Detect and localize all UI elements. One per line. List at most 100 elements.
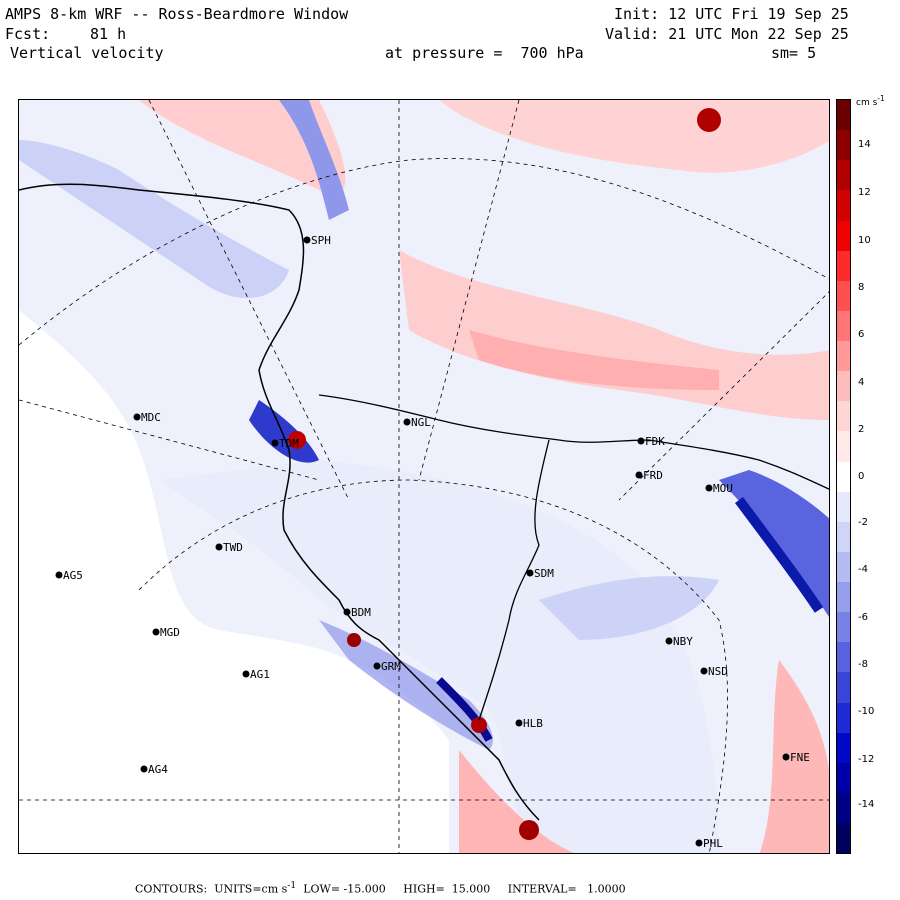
station-dot: [55, 571, 63, 579]
station-label: MOU: [713, 482, 733, 495]
colorbar-tick-label: 2: [858, 424, 865, 435]
strong-upward-spot: [519, 820, 539, 840]
station-label: MDC: [141, 411, 161, 424]
low-value: LOW= -15.000: [303, 882, 386, 896]
colorbar-cell: [837, 551, 850, 582]
colorbar-tick-label: -12: [858, 754, 875, 765]
station-label: SDM: [534, 567, 554, 580]
colorbar-cell: [837, 220, 850, 251]
contour-info: CONTOURS: UNITS=cm s-1 LOW= -15.000 HIGH…: [135, 880, 626, 896]
station-label: BDM: [351, 606, 371, 619]
negative-velocity-patch: [734, 497, 824, 613]
negative-velocity-patch: [539, 576, 719, 640]
station-label: AG5: [63, 569, 83, 582]
colorbar-cell: [837, 521, 850, 552]
colorbar-cell: [837, 792, 850, 823]
station-label: TWD: [223, 541, 243, 554]
forecast-label: Fcst:: [5, 25, 51, 43]
colorbar-cell: [837, 491, 850, 522]
positive-velocity-band: [459, 750, 575, 853]
pressure-level: at pressure = 700 hPa: [385, 44, 584, 62]
station-label: NSD: [708, 665, 728, 678]
colorbar-tick-label: -6: [858, 612, 868, 623]
positive-velocity-band: [469, 330, 719, 390]
colorbar-tick-label: 4: [858, 377, 865, 388]
colorbar-tick-label: 14: [858, 139, 871, 150]
positive-velocity-band: [759, 660, 829, 853]
station-dot: [700, 667, 708, 675]
station-dot: [695, 839, 703, 847]
init-time: Init: 12 UTC Fri 19 Sep 25: [614, 5, 849, 23]
station-dot: [242, 670, 250, 678]
station-label: GRM: [381, 660, 401, 673]
colorbar-unit: cm s-1: [856, 94, 885, 108]
station-dot: [343, 608, 351, 616]
colorbar-cell: [837, 642, 850, 673]
station-label: MGD: [160, 626, 180, 639]
plateau-region: [159, 460, 719, 853]
station-label: AG4: [148, 763, 168, 776]
station-dot: [635, 471, 643, 479]
colorbar-tick-label: 0: [858, 471, 865, 482]
colorbar-cell: [837, 702, 850, 733]
station-label: FRD: [643, 469, 663, 482]
station-label: AG1: [250, 668, 270, 681]
colorbar-cell: [837, 160, 850, 191]
colorbar-tick-label: -14: [858, 799, 875, 810]
colorbar-cell: [837, 582, 850, 613]
strong-upward-spot: [471, 717, 487, 733]
station-label: NBY: [673, 635, 693, 648]
colorbar-tick-label: 12: [858, 187, 871, 198]
colorbar-cell: [837, 762, 850, 793]
colorbar: [836, 99, 851, 854]
interval-value: INTERVAL= 1.0000: [507, 882, 626, 896]
colorbar-tick-label: 8: [858, 282, 865, 293]
station-dot: [515, 719, 523, 727]
station-dot: [665, 637, 673, 645]
station-label: PHL: [703, 837, 723, 850]
grounding-line: [478, 439, 550, 721]
station-dot: [637, 437, 645, 445]
station-dot: [215, 543, 223, 551]
station-dot: [782, 753, 790, 761]
strong-upward-spot: [697, 108, 721, 132]
station-dot: [303, 236, 311, 244]
contours-label: CONTOURS:: [135, 882, 208, 896]
station-label: TDM: [279, 437, 299, 450]
negative-velocity-patch: [19, 140, 289, 299]
high-value: HIGH= 15.000: [403, 882, 491, 896]
positive-velocity-band: [399, 250, 829, 420]
map-panel: SPH MDC NGL FDK TDM FRD MOU TWD AG5 SDM BDM MGD NBY G…: [18, 99, 830, 854]
station-dot: [140, 765, 148, 773]
units-label: UNITS=cm s: [214, 882, 288, 896]
negative-velocity-patch: [319, 620, 493, 750]
colorbar-cell: [837, 431, 850, 462]
coastline: [19, 183, 540, 821]
colorbar-tick-label: 6: [858, 329, 865, 340]
colorbar-cell: [837, 732, 850, 763]
colorbar-tick-label: -10: [858, 706, 875, 717]
graticule: [19, 100, 829, 853]
colorbar-tick-label: -2: [858, 517, 868, 528]
map-title: AMPS 8-km WRF -- Ross-Beardmore Window: [5, 5, 349, 23]
valid-time: Valid: 21 UTC Mon 22 Sep 25: [605, 25, 849, 43]
station-label: HLB: [523, 717, 543, 730]
vertical-velocity-map: SPH MDC NGL FDK TDM FRD MOU TWD AG5 SDM BDM MGD NBY G…: [19, 100, 829, 853]
colorbar-cell: [837, 100, 850, 131]
station-dot: [705, 484, 713, 492]
station-markers: SPH MDC NGL FDK TDM FRD MOU TWD AG5 SDM BDM MGD NBY G…: [55, 234, 810, 850]
colorbar-cell: [837, 371, 850, 402]
masked-terrain-region: [19, 310, 449, 853]
colorbar-cell: [837, 823, 850, 854]
negative-velocity-patch: [279, 100, 349, 220]
field-name: Vertical velocity: [10, 44, 164, 62]
station-dot: [271, 439, 279, 447]
strong-upward-spot: [347, 633, 361, 647]
ice-shelf-edge: [318, 394, 829, 490]
positive-velocity-band: [439, 100, 829, 173]
positive-velocity-band: [139, 100, 346, 195]
colorbar-cell: [837, 341, 850, 372]
station-dot: [373, 662, 381, 670]
colorbar-tick-label: 10: [858, 235, 871, 246]
colorbar-cell: [837, 280, 850, 311]
